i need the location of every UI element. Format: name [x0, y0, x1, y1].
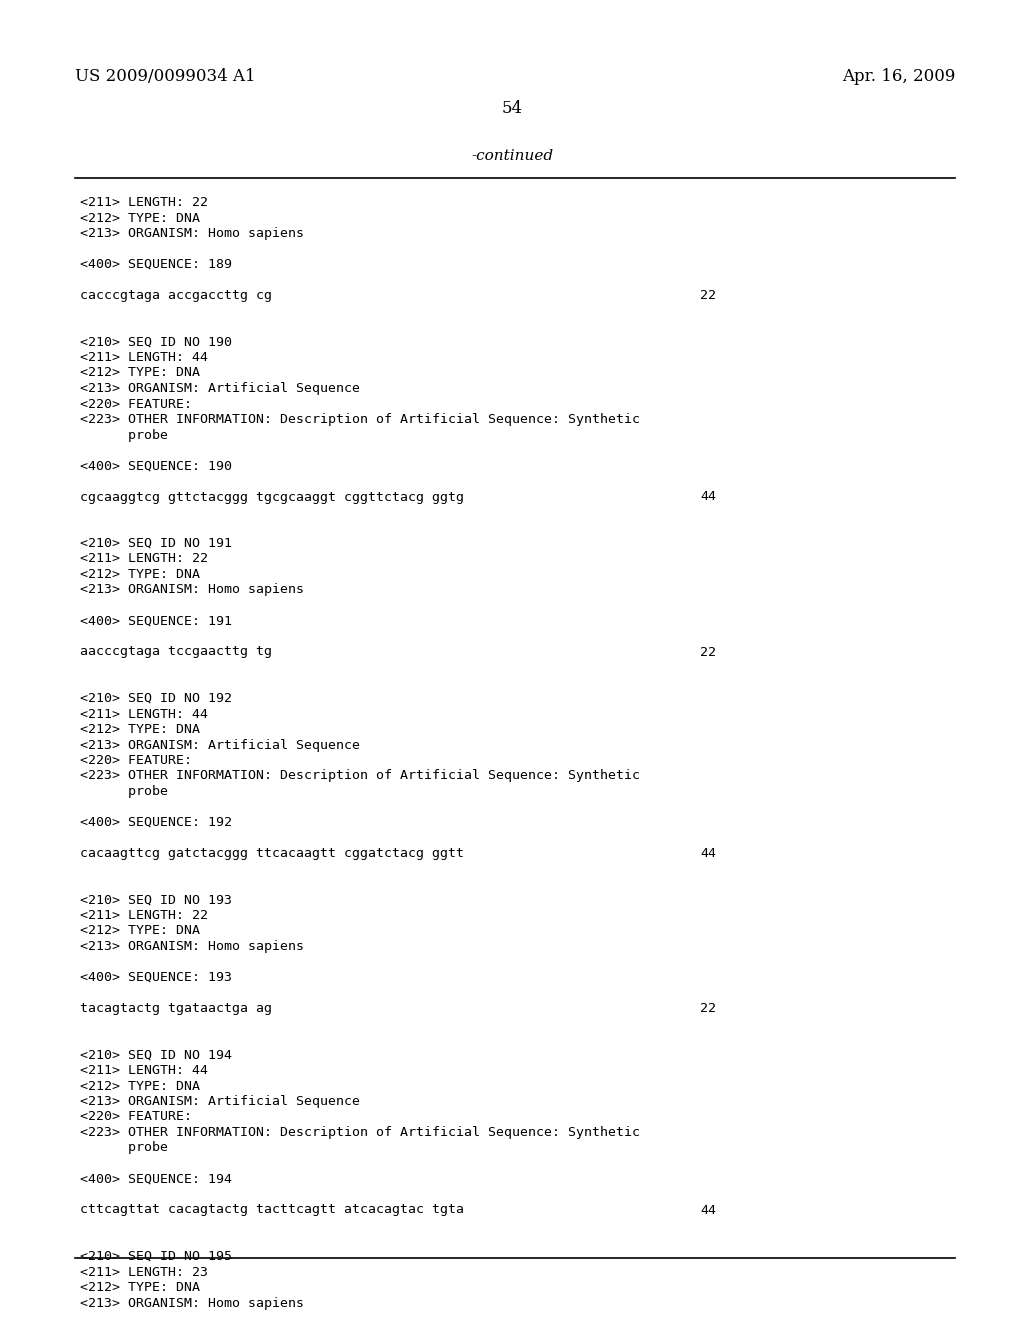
Text: -continued: -continued: [471, 149, 553, 162]
Text: <213> ORGANISM: Homo sapiens: <213> ORGANISM: Homo sapiens: [80, 1296, 304, 1309]
Text: <220> FEATURE:: <220> FEATURE:: [80, 397, 193, 411]
Text: <210> SEQ ID NO 192: <210> SEQ ID NO 192: [80, 692, 232, 705]
Text: 54: 54: [502, 100, 522, 117]
Text: <212> TYPE: DNA: <212> TYPE: DNA: [80, 1080, 200, 1093]
Text: <210> SEQ ID NO 190: <210> SEQ ID NO 190: [80, 335, 232, 348]
Text: <210> SEQ ID NO 195: <210> SEQ ID NO 195: [80, 1250, 232, 1263]
Text: <212> TYPE: DNA: <212> TYPE: DNA: [80, 723, 200, 737]
Text: <400> SEQUENCE: 191: <400> SEQUENCE: 191: [80, 615, 232, 627]
Text: <220> FEATURE:: <220> FEATURE:: [80, 754, 193, 767]
Text: 22: 22: [700, 645, 716, 659]
Text: <212> TYPE: DNA: <212> TYPE: DNA: [80, 367, 200, 380]
Text: cttcagttat cacagtactg tacttcagtt atcacagtac tgta: cttcagttat cacagtactg tacttcagtt atcacag…: [80, 1204, 464, 1217]
Text: <400> SEQUENCE: 189: <400> SEQUENCE: 189: [80, 257, 232, 271]
Text: Apr. 16, 2009: Apr. 16, 2009: [842, 69, 955, 84]
Text: cgcaaggtcg gttctacggg tgcgcaaggt cggttctacg ggtg: cgcaaggtcg gttctacggg tgcgcaaggt cggttct…: [80, 491, 464, 503]
Text: <212> TYPE: DNA: <212> TYPE: DNA: [80, 211, 200, 224]
Text: <400> SEQUENCE: 192: <400> SEQUENCE: 192: [80, 816, 232, 829]
Text: <223> OTHER INFORMATION: Description of Artificial Sequence: Synthetic: <223> OTHER INFORMATION: Description of …: [80, 1126, 640, 1139]
Text: <213> ORGANISM: Homo sapiens: <213> ORGANISM: Homo sapiens: [80, 940, 304, 953]
Text: <400> SEQUENCE: 190: <400> SEQUENCE: 190: [80, 459, 232, 473]
Text: <211> LENGTH: 44: <211> LENGTH: 44: [80, 1064, 208, 1077]
Text: aacccgtaga tccgaacttg tg: aacccgtaga tccgaacttg tg: [80, 645, 272, 659]
Text: <211> LENGTH: 22: <211> LENGTH: 22: [80, 553, 208, 565]
Text: <210> SEQ ID NO 193: <210> SEQ ID NO 193: [80, 894, 232, 907]
Text: cacccgtaga accgaccttg cg: cacccgtaga accgaccttg cg: [80, 289, 272, 302]
Text: tacagtactg tgataactga ag: tacagtactg tgataactga ag: [80, 1002, 272, 1015]
Text: <211> LENGTH: 23: <211> LENGTH: 23: [80, 1266, 208, 1279]
Text: <213> ORGANISM: Homo sapiens: <213> ORGANISM: Homo sapiens: [80, 227, 304, 240]
Text: <400> SEQUENCE: 193: <400> SEQUENCE: 193: [80, 972, 232, 983]
Text: 22: 22: [700, 289, 716, 302]
Text: 44: 44: [700, 1204, 716, 1217]
Text: probe: probe: [80, 429, 168, 441]
Text: probe: probe: [80, 785, 168, 799]
Text: US 2009/0099034 A1: US 2009/0099034 A1: [75, 69, 256, 84]
Text: cacaagttcg gatctacggg ttcacaagtt cggatctacg ggtt: cacaagttcg gatctacggg ttcacaagtt cggatct…: [80, 847, 464, 861]
Text: <211> LENGTH: 22: <211> LENGTH: 22: [80, 195, 208, 209]
Text: <210> SEQ ID NO 191: <210> SEQ ID NO 191: [80, 537, 232, 550]
Text: <223> OTHER INFORMATION: Description of Artificial Sequence: Synthetic: <223> OTHER INFORMATION: Description of …: [80, 770, 640, 783]
Text: <212> TYPE: DNA: <212> TYPE: DNA: [80, 924, 200, 937]
Text: <223> OTHER INFORMATION: Description of Artificial Sequence: Synthetic: <223> OTHER INFORMATION: Description of …: [80, 413, 640, 426]
Text: <213> ORGANISM: Homo sapiens: <213> ORGANISM: Homo sapiens: [80, 583, 304, 597]
Text: <211> LENGTH: 22: <211> LENGTH: 22: [80, 909, 208, 921]
Text: <211> LENGTH: 44: <211> LENGTH: 44: [80, 708, 208, 721]
Text: 44: 44: [700, 847, 716, 861]
Text: <210> SEQ ID NO 194: <210> SEQ ID NO 194: [80, 1048, 232, 1061]
Text: 22: 22: [700, 1002, 716, 1015]
Text: 44: 44: [700, 491, 716, 503]
Text: <212> TYPE: DNA: <212> TYPE: DNA: [80, 568, 200, 581]
Text: <213> ORGANISM: Artificial Sequence: <213> ORGANISM: Artificial Sequence: [80, 738, 360, 751]
Text: <212> TYPE: DNA: <212> TYPE: DNA: [80, 1280, 200, 1294]
Text: probe: probe: [80, 1142, 168, 1155]
Text: <213> ORGANISM: Artificial Sequence: <213> ORGANISM: Artificial Sequence: [80, 1096, 360, 1107]
Text: <220> FEATURE:: <220> FEATURE:: [80, 1110, 193, 1123]
Text: <211> LENGTH: 44: <211> LENGTH: 44: [80, 351, 208, 364]
Text: <213> ORGANISM: Artificial Sequence: <213> ORGANISM: Artificial Sequence: [80, 381, 360, 395]
Text: <400> SEQUENCE: 194: <400> SEQUENCE: 194: [80, 1172, 232, 1185]
